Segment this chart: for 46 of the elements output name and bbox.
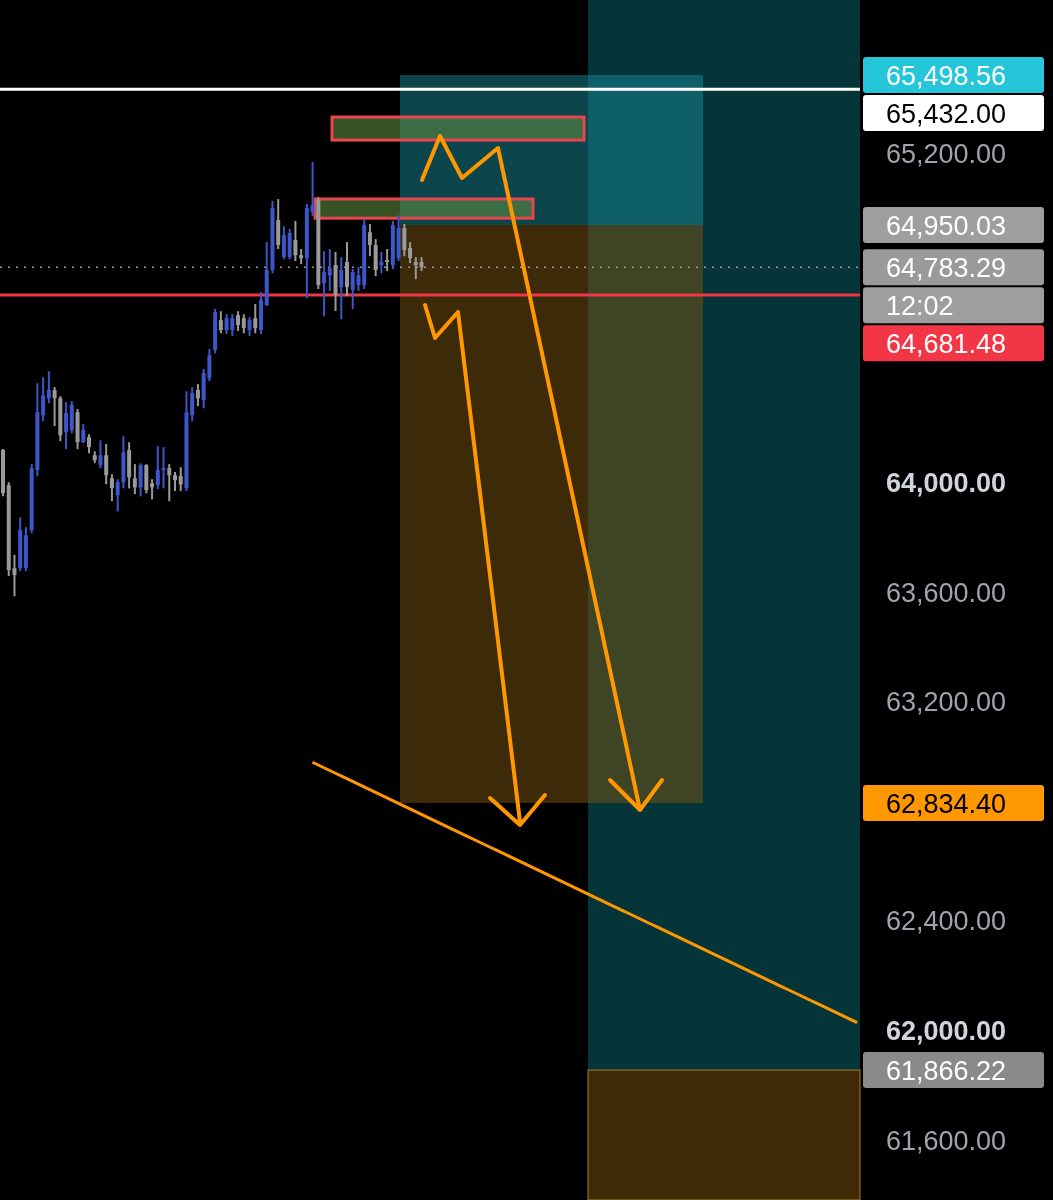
candlestick <box>150 479 155 500</box>
candlestick <box>281 226 286 260</box>
candlestick <box>195 384 200 407</box>
candlestick <box>322 251 327 317</box>
candlestick <box>64 402 69 450</box>
candlestick <box>218 311 223 334</box>
candlestick <box>379 251 384 274</box>
candlestick <box>104 444 109 485</box>
candlestick <box>299 248 304 265</box>
candlestick <box>408 242 413 264</box>
candlestick <box>327 248 332 291</box>
ref-line-label: 64,783.29 <box>886 253 1007 284</box>
candlestick <box>339 257 344 320</box>
y-tick-label: 65,200.00 <box>886 138 1007 169</box>
candlestick <box>109 474 114 502</box>
y-tick-label: 61,600.00 <box>886 1125 1007 1156</box>
text: 61,866.22 <box>886 1056 1007 1086</box>
candlestick <box>41 377 46 422</box>
candlestick <box>46 371 51 404</box>
text: 62,834.40 <box>886 789 1007 819</box>
text: 65,498.56 <box>886 61 1007 91</box>
candlestick <box>190 387 195 422</box>
y-tick-label: 64,000.00 <box>886 467 1007 498</box>
candlestick <box>115 479 120 512</box>
candlestick <box>161 447 166 489</box>
line-series <box>310 760 859 1025</box>
candlestick <box>310 162 315 217</box>
candlestick <box>167 464 172 502</box>
text: 12:02 <box>886 291 954 322</box>
candlestick <box>155 446 160 490</box>
y-tick-label: 62,400.00 <box>886 906 1007 937</box>
y-tick-label: 63,600.00 <box>886 577 1007 608</box>
candlestick <box>178 467 183 492</box>
ref-line-label: 64,681.48 <box>886 329 1007 360</box>
candlestick <box>402 224 407 257</box>
candlestick <box>98 440 103 469</box>
candlestick <box>132 464 137 495</box>
candlestick <box>52 387 57 427</box>
candlestick <box>293 221 298 262</box>
candlestick <box>367 224 372 257</box>
candlestick <box>138 463 143 497</box>
text: 64,950.03 <box>886 211 1007 241</box>
candlestick <box>253 304 258 334</box>
y-tick-label: 63,200.00 <box>886 687 1007 718</box>
y-tick-label: 62,000.00 <box>886 1016 1007 1047</box>
ref-line-label: 65,432.00 <box>886 99 1007 129</box>
